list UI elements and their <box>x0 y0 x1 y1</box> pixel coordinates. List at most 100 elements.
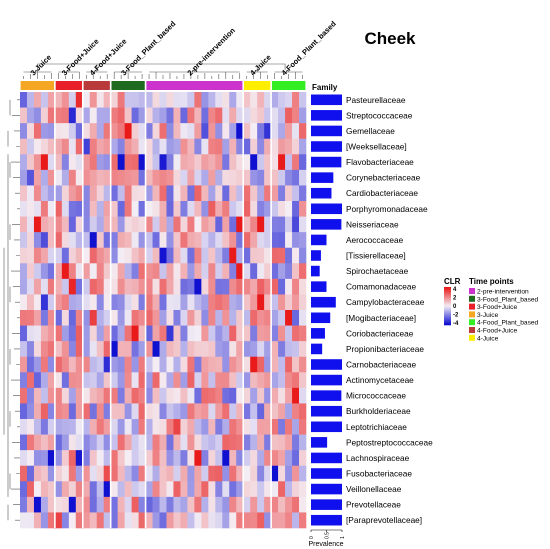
heatmap-cell <box>103 216 111 233</box>
clr-gradient-step <box>444 312 451 315</box>
heatmap-cell <box>194 263 202 280</box>
heatmap-cell <box>96 185 105 202</box>
heatmap-cell <box>152 247 160 264</box>
heatmap-cell <box>145 496 153 513</box>
heatmap-cell <box>285 154 293 171</box>
heatmap-cell <box>292 434 300 451</box>
heatmap-cell <box>47 387 56 404</box>
heatmap-cell <box>20 154 28 171</box>
heatmap-cell <box>194 387 202 404</box>
heatmap-cell <box>138 247 146 264</box>
heatmap-cell <box>33 294 42 311</box>
heatmap-cell <box>229 123 237 140</box>
heatmap-cell <box>208 169 216 186</box>
heatmap-cell <box>166 372 174 389</box>
family-label: Veillonellaceae <box>346 484 402 494</box>
clr-gradient-step <box>444 317 451 319</box>
heatmap-cell <box>26 263 35 280</box>
heatmap-cell <box>26 372 35 389</box>
heatmap-cell <box>26 450 35 467</box>
heatmap-cell <box>40 263 49 280</box>
heatmap-cell <box>26 247 35 264</box>
family-label: Carnobacteriaceae <box>346 360 416 370</box>
heatmap-cell <box>103 107 111 124</box>
heatmap-cell <box>75 341 84 358</box>
heatmap-cell <box>229 278 237 295</box>
heatmap-cell <box>187 185 195 202</box>
heatmap-cell <box>264 138 272 155</box>
heatmap-cell <box>82 169 91 186</box>
heatmap-cell <box>292 496 300 513</box>
heatmap-cell <box>222 341 230 358</box>
heatmap-cell <box>292 107 300 124</box>
heatmap-cell <box>54 325 63 342</box>
heatmap-cell <box>222 278 230 295</box>
heatmap-cell <box>285 387 293 404</box>
heatmap-cell <box>82 138 91 155</box>
legend-label: 2-pre-intervention <box>477 289 529 296</box>
heatmap-cell <box>138 216 146 233</box>
heatmap-cell <box>124 294 132 311</box>
heatmap-cell <box>257 294 265 311</box>
annotation-block <box>83 81 111 90</box>
heatmap-cell <box>243 434 251 451</box>
heatmap-cell <box>138 325 146 342</box>
heatmap-cell <box>236 356 244 373</box>
heatmap-cell <box>117 278 125 295</box>
heatmap-cell <box>26 232 35 249</box>
heatmap-cell <box>117 372 125 389</box>
heatmap-cell <box>54 512 63 529</box>
family-label: Flavobacteriaceae <box>346 157 414 167</box>
heatmap-cell <box>285 341 293 358</box>
heatmap-cell <box>250 450 258 467</box>
heatmap-cell <box>229 294 237 311</box>
heatmap-cell <box>201 138 209 155</box>
heatmap-cell <box>299 512 307 529</box>
heatmap-cell <box>159 325 167 342</box>
heatmap-cell <box>26 107 35 124</box>
group-label: 3-Food_Plant_based <box>119 19 178 78</box>
heatmap-cell <box>110 107 118 124</box>
heatmap-cell <box>229 138 237 155</box>
heatmap-cell <box>264 310 272 326</box>
heatmap-cell <box>257 512 265 529</box>
family-label: Fusobacteriaceae <box>346 469 412 479</box>
heatmap-cell <box>20 341 28 358</box>
heatmap-cell <box>110 310 118 326</box>
heatmap-cell <box>110 512 118 529</box>
heatmap-cell <box>208 232 216 249</box>
heatmap-cell <box>54 419 63 435</box>
heatmap-cell <box>271 216 279 233</box>
prevalence-bar <box>311 405 342 417</box>
heatmap-cell <box>243 310 251 326</box>
heatmap-cell <box>201 465 209 482</box>
legend-swatch <box>469 295 475 302</box>
clr-gradient-step <box>444 306 451 308</box>
heatmap-cell <box>299 201 307 217</box>
heatmap-cell <box>292 201 300 217</box>
heatmap-cell <box>89 434 98 451</box>
heatmap-cell <box>285 123 293 140</box>
prevalence-bar <box>311 499 342 510</box>
heatmap-cell <box>89 419 98 435</box>
heatmap-cell <box>173 496 181 513</box>
heatmap-cell <box>33 138 42 155</box>
heatmap-cell <box>117 294 125 311</box>
heatmap-cell <box>117 169 125 186</box>
heatmap-cell <box>82 403 91 420</box>
heatmap-cell <box>194 232 202 249</box>
heatmap-cell <box>229 419 237 435</box>
heatmap-cell <box>180 294 188 311</box>
family-label: Propionibacteriaceae <box>346 344 424 354</box>
heatmap-cell <box>243 481 251 498</box>
heatmap-cell <box>201 434 209 451</box>
heatmap-cell <box>215 356 223 373</box>
heatmap-cell <box>257 325 265 342</box>
heatmap-cell <box>159 169 167 186</box>
heatmap-cell <box>208 185 216 202</box>
heatmap-cell <box>257 465 265 482</box>
heatmap-cell <box>117 325 125 342</box>
dendrogram-branch <box>37 63 286 70</box>
heatmap-cell <box>299 481 307 498</box>
heatmap-cell <box>159 387 167 404</box>
